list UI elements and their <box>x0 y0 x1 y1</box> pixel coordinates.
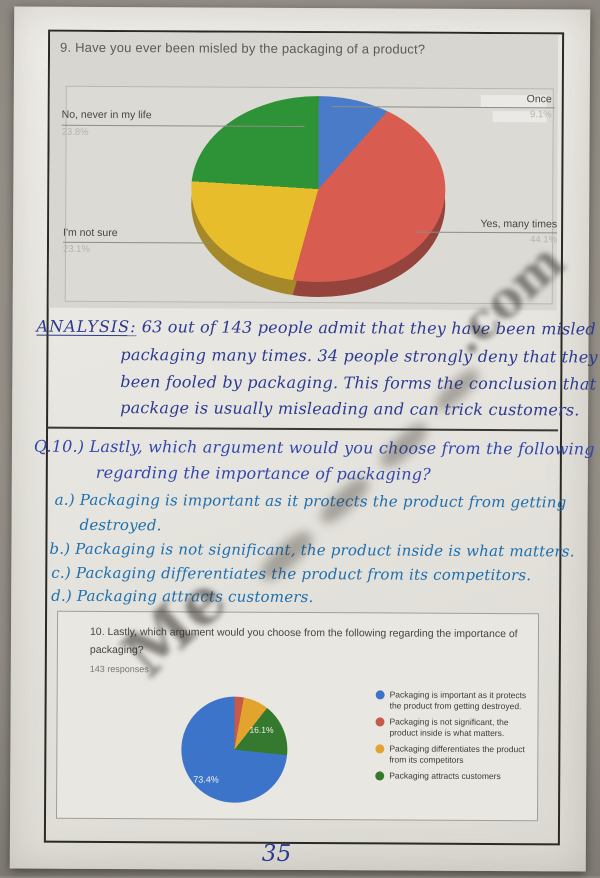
q10-slice-label-green: 16.1% <box>249 724 274 735</box>
q10-slice-label-blue: 73.4% <box>193 774 219 785</box>
q10-hw-option-a-line-2: destroyed. <box>79 515 162 535</box>
legend-item: Packaging differentiates the product fro… <box>375 743 531 765</box>
q9-pie-top <box>190 95 446 283</box>
analysis-line-4: package is usually misleading and can tr… <box>120 398 580 420</box>
q10-pie-chart <box>181 696 288 803</box>
q9-pie-chart <box>190 95 446 298</box>
legend-text: Packaging is not significant, the produc… <box>389 716 509 738</box>
legend-dot-yellow-icon <box>375 744 385 754</box>
q10-hw-option-b: b.) Packaging is not significant, the pr… <box>49 539 575 561</box>
legend-item: Packaging is important as it protects th… <box>375 689 532 711</box>
q9-label-yes-many: Yes, many times <box>480 217 558 231</box>
legend-dot-red-icon <box>375 717 385 727</box>
q10-hw-question-line-2: regarding the importance of packaging? <box>95 462 432 484</box>
q9-question-title: 9. Have you ever been misled by the pack… <box>60 39 426 57</box>
legend-text: Packaging attracts customers <box>389 770 501 782</box>
q9-pct-not-sure: 23.1% <box>62 243 90 255</box>
q9-label-once: Once <box>526 93 552 106</box>
legend-dot-green-icon <box>375 771 385 781</box>
analysis-heading: ANALYSIS: <box>36 316 137 337</box>
page-number: 35 <box>261 840 292 867</box>
legend-text: Packaging is important as it protects th… <box>389 689 527 711</box>
q9-label-not-sure: I'm not sure <box>63 226 118 240</box>
q10-hw-option-a-line-1: a.) Packaging is important as it protect… <box>54 490 567 512</box>
legend-dot-blue-icon <box>375 690 385 700</box>
analysis-text-1: 63 out of 143 people admit that they hav… <box>141 317 600 339</box>
legend-item: Packaging attracts customers <box>375 770 531 781</box>
legend-text: Packaging differentiates the product fro… <box>389 743 525 765</box>
q10-legend: Packaging is important as it protects th… <box>375 689 531 781</box>
legend-item: Packaging is not significant, the produc… <box>375 716 531 738</box>
q9-pct-once: 9.1% <box>530 109 552 121</box>
q10-hw-question-line-1: Q.10.) Lastly, which argument would you … <box>33 436 595 459</box>
analysis-line-2: packaging many times. 34 people strongly… <box>120 345 600 367</box>
q9-pct-no-never: 23.8% <box>61 126 89 138</box>
analysis-line-3: been fooled by packaging. This forms the… <box>120 372 597 394</box>
q9-screenshot-box: 9. Have you ever been misled by the pack… <box>48 31 559 311</box>
q9-label-no-never: No, never in my life <box>61 108 152 122</box>
q10-hw-option-c: c.) Packaging differentiates the product… <box>51 563 532 585</box>
